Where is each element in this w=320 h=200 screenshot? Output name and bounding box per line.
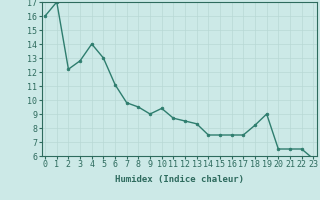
X-axis label: Humidex (Indice chaleur): Humidex (Indice chaleur) bbox=[115, 175, 244, 184]
